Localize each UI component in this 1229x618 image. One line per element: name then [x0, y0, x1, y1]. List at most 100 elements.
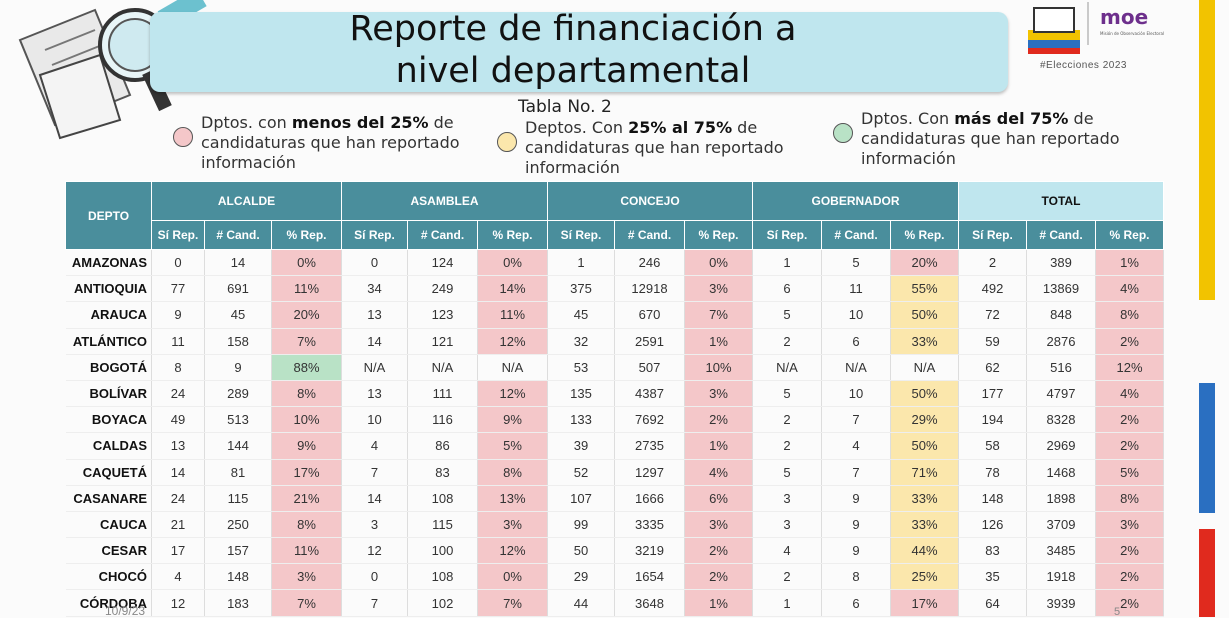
depto-cell: ANTIOQUIA	[65, 275, 152, 303]
value-cell: N/A	[407, 354, 478, 381]
value-cell: 72	[958, 301, 1027, 329]
percent-cell: 0%	[477, 563, 548, 591]
value-cell: 3	[752, 485, 822, 512]
subheader-cell: Sí Rep.	[958, 220, 1027, 250]
depto-cell: AMAZONAS	[65, 249, 152, 277]
page-title: Reporte de financiación a nivel departam…	[150, 8, 996, 92]
percent-cell: 7%	[271, 328, 342, 355]
stripe-red	[1199, 529, 1215, 617]
group-header-concejo: CONCEJO	[547, 181, 753, 221]
percent-cell: 6%	[684, 485, 753, 512]
legend-dot-red	[173, 127, 193, 147]
table-row: CASANARE 24 115 21% 14 108 13% 107 1666 6% 3 9 33% 14…	[65, 485, 1164, 512]
subheader-cell: Sí Rep.	[547, 220, 615, 250]
table-row: ANTIOQUIA 77 691 11% 34 249 14% 375 12918 3% 6 11 55…	[65, 275, 1164, 303]
value-cell: 13	[341, 380, 408, 408]
legend-dot-yellow	[497, 132, 517, 152]
value-cell: 123	[407, 301, 478, 329]
value-cell: 848	[1026, 301, 1096, 329]
depto-cell: CASANARE	[65, 485, 152, 512]
percent-cell: 29%	[890, 406, 959, 434]
percent-cell: 3%	[271, 563, 342, 591]
value-cell: 7	[341, 589, 408, 617]
percent-cell: 10%	[271, 406, 342, 434]
percent-cell: 5%	[477, 432, 548, 460]
value-cell: 3335	[614, 511, 685, 539]
subheader-cell: # Cand.	[204, 220, 272, 250]
percent-cell: 0%	[684, 249, 753, 277]
value-cell: 1468	[1026, 459, 1096, 486]
percent-cell: 12%	[477, 537, 548, 565]
table-row: BOYACA 49 513 10% 10 116 9% 133 7692 2% 2 7 29% 194 83…	[65, 406, 1164, 434]
value-cell: 12	[341, 537, 408, 565]
value-cell: 0	[341, 563, 408, 591]
percent-cell: 33%	[890, 511, 959, 539]
value-cell: 3485	[1026, 537, 1096, 565]
value-cell: 45	[547, 301, 615, 329]
depto-header: DEPTO	[65, 181, 152, 250]
group-header-gobernador: GOBERNADOR	[752, 181, 959, 221]
value-cell: 4	[821, 432, 891, 460]
value-cell: 1	[752, 249, 822, 277]
percent-cell: 8%	[477, 459, 548, 486]
depto-cell: BOLÍVAR	[65, 380, 152, 408]
percent-cell: 2%	[684, 537, 753, 565]
value-cell: 670	[614, 301, 685, 329]
percent-cell: 3%	[684, 511, 753, 539]
value-cell: 121	[407, 328, 478, 355]
value-cell: N/A	[752, 354, 822, 381]
value-cell: 50	[547, 537, 615, 565]
value-cell: 124	[407, 249, 478, 277]
value-cell: 492	[958, 275, 1027, 303]
value-cell: 115	[407, 511, 478, 539]
percent-cell: 33%	[890, 485, 959, 512]
value-cell: 9	[204, 354, 272, 381]
value-cell: 8	[151, 354, 205, 381]
value-cell: 5	[752, 459, 822, 486]
percent-cell: 4%	[1095, 275, 1164, 303]
percent-cell: 50%	[890, 301, 959, 329]
value-cell: 9	[821, 511, 891, 539]
value-cell: 144	[204, 432, 272, 460]
value-cell: 177	[958, 380, 1027, 408]
value-cell: 107	[547, 485, 615, 512]
value-cell: 21	[151, 511, 205, 539]
percent-cell: 7%	[684, 301, 753, 329]
percent-cell: 4%	[1095, 380, 1164, 408]
value-cell: 7	[341, 459, 408, 486]
percent-cell: 2%	[684, 406, 753, 434]
title-banner	[150, 12, 1008, 92]
value-cell: 44	[547, 589, 615, 617]
value-cell: 9	[821, 485, 891, 512]
value-cell: 133	[547, 406, 615, 434]
value-cell: 3	[341, 511, 408, 539]
percent-cell: 12%	[477, 328, 548, 355]
value-cell: N/A	[821, 354, 891, 381]
percent-cell: 12%	[477, 380, 548, 408]
value-cell: 45	[204, 301, 272, 329]
value-cell: 389	[1026, 249, 1096, 277]
table-row: CESAR 17 157 11% 12 100 12% 50 3219 2% 4 9 44% 83 3485…	[65, 537, 1164, 565]
subheader-cell: % Rep.	[1095, 220, 1164, 250]
value-cell: 12918	[614, 275, 685, 303]
value-cell: 9	[821, 537, 891, 565]
value-cell: 4797	[1026, 380, 1096, 408]
value-cell: 0	[151, 249, 205, 277]
value-cell: 2591	[614, 328, 685, 355]
subheader-cell: # Cand.	[614, 220, 685, 250]
percent-cell: 25%	[890, 563, 959, 591]
value-cell: 62	[958, 354, 1027, 381]
depto-cell: BOYACA	[65, 406, 152, 434]
value-cell: 86	[407, 432, 478, 460]
value-cell: 158	[204, 328, 272, 355]
table-row: CAUCA 21 250 8% 3 115 3% 99 3335 3% 3 9 33% 126 3709 3%	[65, 511, 1164, 539]
subheader-cell: Sí Rep.	[341, 220, 408, 250]
percent-cell: 2%	[1095, 406, 1164, 434]
depto-cell: CAUCA	[65, 511, 152, 539]
value-cell: 10	[821, 380, 891, 408]
value-cell: 4	[752, 537, 822, 565]
depto-cell: CAQUETÁ	[65, 459, 152, 486]
depto-cell: CALDAS	[65, 432, 152, 460]
percent-cell: 8%	[271, 380, 342, 408]
value-cell: 116	[407, 406, 478, 434]
